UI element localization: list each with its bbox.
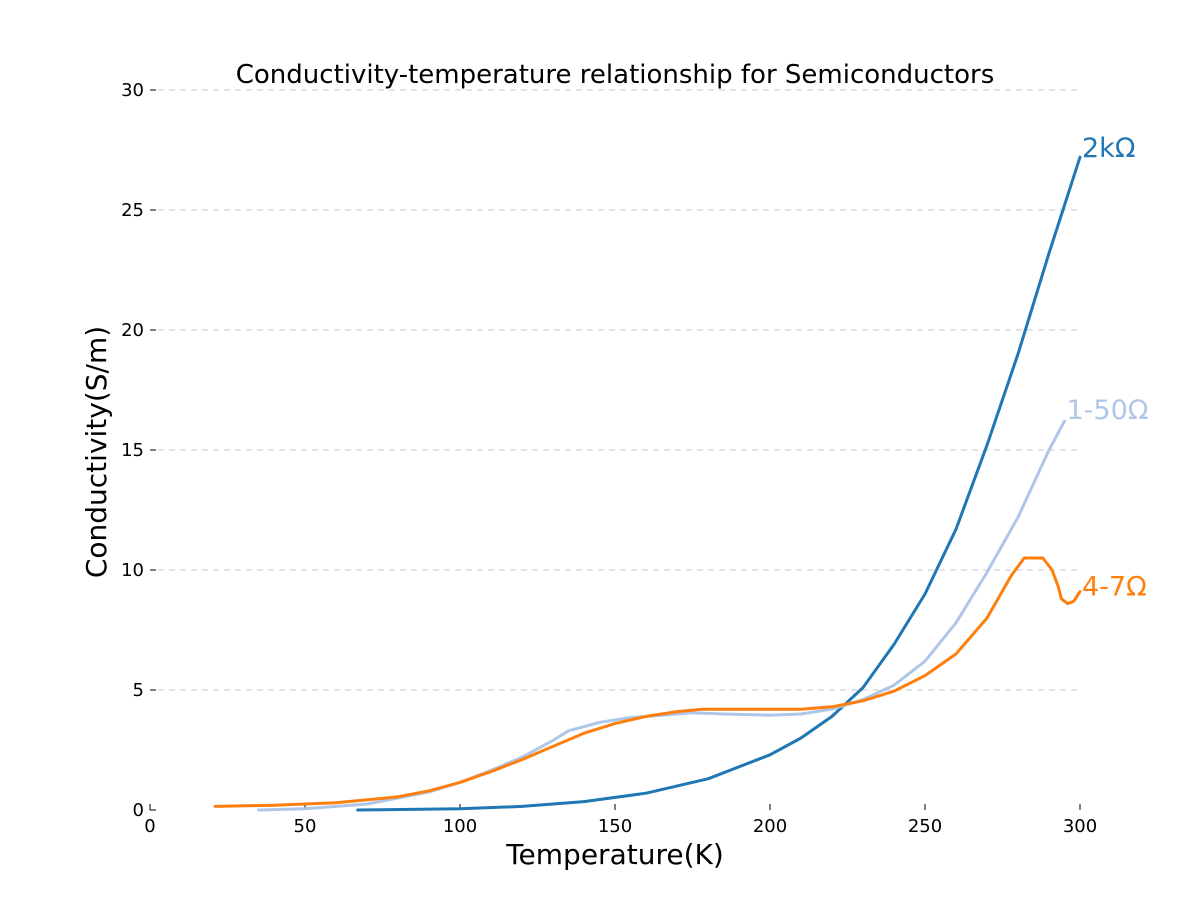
gridlines (158, 89, 1080, 691)
x-tick-label: 150 (598, 816, 632, 837)
chart-title: Conductivity-temperature relationship fo… (236, 60, 995, 90)
x-tick-label: 300 (1063, 816, 1097, 837)
x-tick-label: 200 (753, 816, 787, 837)
x-tick-label: 0 (144, 816, 155, 837)
y-tick-label: 5 (133, 680, 144, 701)
y-tick-label: 20 (121, 320, 144, 341)
x-tick-label: 250 (908, 816, 942, 837)
y-tick-label: 10 (121, 560, 144, 581)
x-tick-label: 50 (294, 816, 317, 837)
series-label-0: 2kΩ (1082, 133, 1135, 164)
series-lines (213, 155, 1082, 812)
y-tick-label: 30 (121, 80, 144, 101)
y-tick-label: 0 (133, 800, 144, 821)
x-tick-label: 100 (443, 816, 477, 837)
series-line-2 (213, 556, 1082, 808)
series-line-0 (356, 155, 1082, 812)
series-labels: 2kΩ 1-50Ω 4-7Ω (1067, 133, 1149, 602)
series-label-1: 1-50Ω (1067, 395, 1149, 426)
x-axis-label: Temperature(K) (505, 838, 724, 871)
y-axis-label: Conductivity(S/m) (80, 326, 113, 578)
series-label-2: 4-7Ω (1082, 572, 1147, 603)
y-tick-label: 15 (121, 440, 144, 461)
series-line-1 (257, 419, 1066, 812)
y-tick-label: 25 (121, 200, 144, 221)
